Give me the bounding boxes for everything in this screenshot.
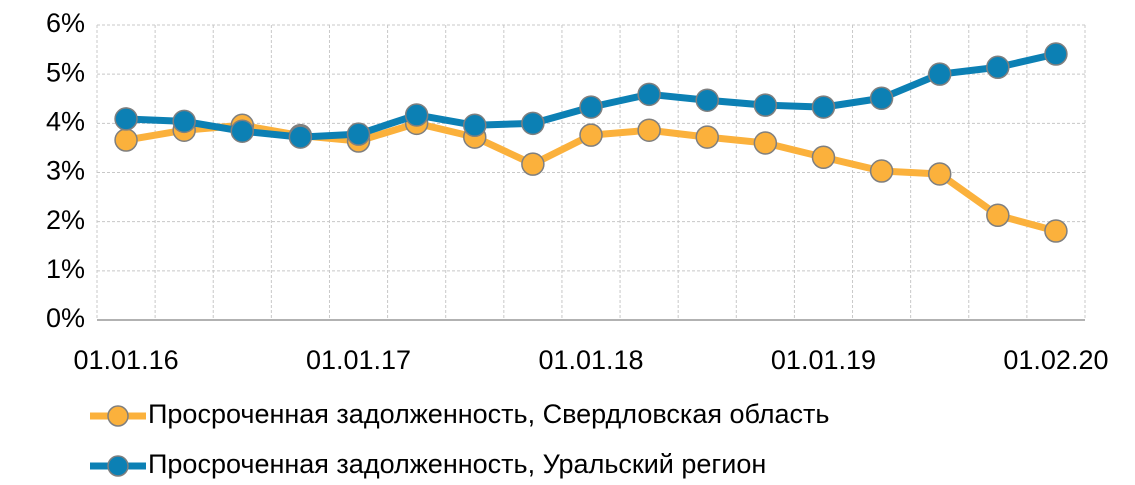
marker [404,103,429,127]
x-tick-label: 01.01.17 [306,345,411,375]
marker [927,162,952,186]
marker [346,122,371,146]
marker [695,88,719,112]
marker [637,118,661,142]
y-tick-label: 6% [46,8,85,38]
marker [927,62,952,86]
legend-swatch-marker [107,405,129,427]
marker [288,125,313,149]
y-tick-label: 2% [46,205,85,235]
marker [986,203,1010,228]
marker [811,95,836,119]
x-tick-label: 01.01.16 [74,345,179,375]
marker [463,113,487,138]
marker [1044,219,1068,243]
x-tick-label: 01.01.18 [538,345,643,375]
marker [521,152,545,176]
marker [695,125,719,149]
marker [1044,42,1068,66]
y-tick-label: 4% [46,106,85,136]
marker [637,82,661,107]
marker [114,128,138,152]
legend-label: Просроченная задолженность, Уральский ре… [148,449,766,479]
y-tick-label: 1% [46,254,85,284]
y-tick-label: 3% [46,156,85,186]
x-tick-label: 01.01.19 [771,345,876,375]
marker [811,145,836,170]
legend-label: Просроченная задолженность, Свердловская… [148,399,829,429]
marker [579,123,603,147]
legend-swatch-marker [107,455,129,477]
marker [753,93,778,117]
marker [521,111,545,136]
y-tick-label: 0% [46,303,85,333]
marker [579,95,603,119]
marker [986,55,1010,80]
x-tick-label: 01.02.20 [1003,345,1108,375]
marker [869,159,894,183]
marker [114,107,138,131]
y-tick-label: 5% [46,57,85,87]
marker [230,119,255,143]
marker [753,131,778,155]
marker [172,109,196,134]
marker [869,86,894,111]
